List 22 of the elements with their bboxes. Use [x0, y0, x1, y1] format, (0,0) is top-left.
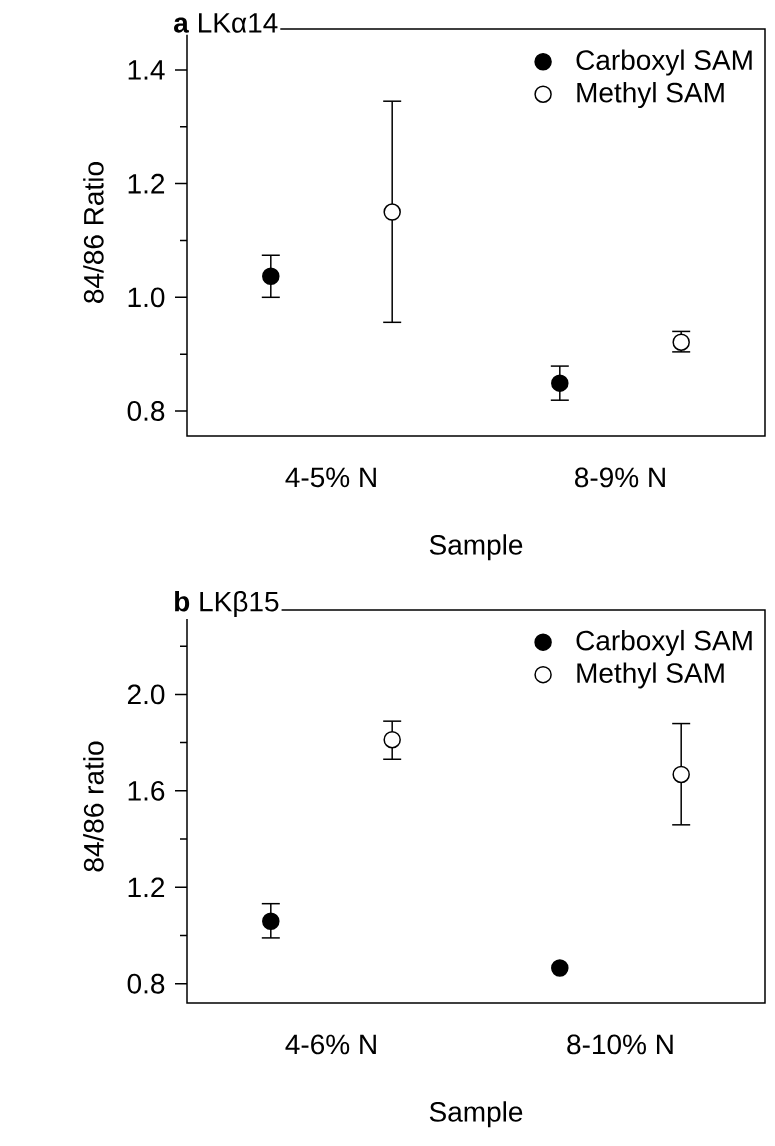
legend-label: Carboxyl SAM [576, 629, 752, 657]
chart-title: a LKα14 [174, 13, 278, 33]
y-tick-label: 1.0 [128, 287, 165, 308]
y-tick-label: 1.6 [128, 780, 165, 801]
y-axis-title: 84/86 ratio [83, 741, 104, 872]
x-tick-label: 4-6% N [285, 1034, 376, 1055]
y-tick-label: 1.2 [128, 173, 165, 194]
legend-label: Methyl SAM [577, 662, 724, 689]
y-tick-label: 1.2 [128, 877, 165, 898]
y-tick-label: 0.8 [127, 401, 165, 421]
x-tick-label: 4-5% N [285, 467, 376, 488]
x-axis-title: Sample [429, 1101, 523, 1128]
y-tick-label: 1.4 [128, 60, 165, 80]
chart-title: b LKβ15 [175, 590, 279, 618]
y-axis-title: 84/86 Ratio [83, 162, 104, 303]
x-tick-label: 8-9% N [575, 467, 665, 488]
y-tick-label: 0.8 [127, 973, 165, 994]
x-tick-label: 8-10% N [567, 1034, 673, 1055]
y-tick-label: 2.0 [127, 684, 165, 705]
legend-label: Methyl SAM [577, 81, 724, 109]
legend-label: Carboxyl SAM [576, 49, 752, 76]
x-axis-title: Sample [429, 534, 523, 561]
